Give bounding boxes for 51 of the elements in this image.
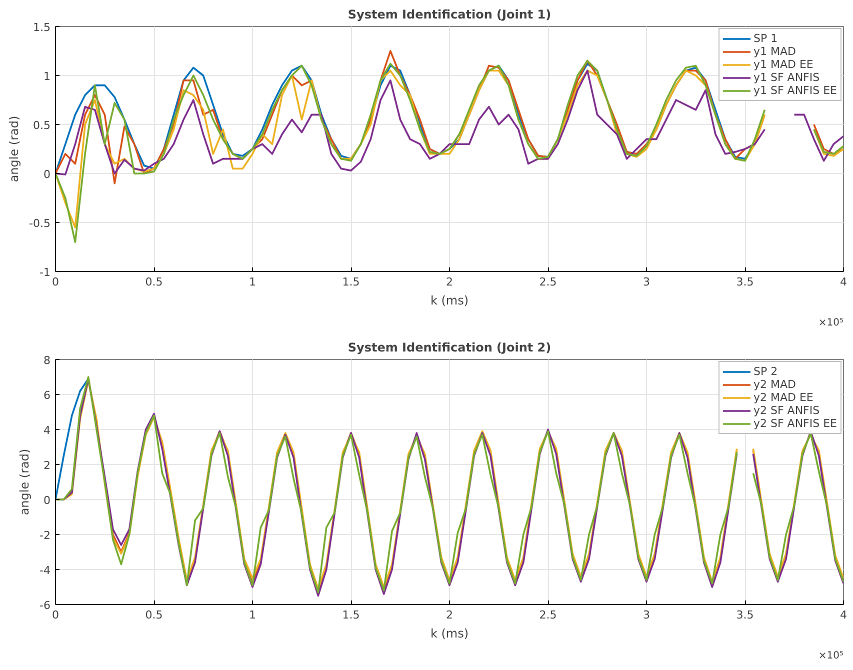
x-tick-label: 1.5 — [342, 276, 360, 288]
legend-label: SP 2 — [753, 365, 778, 378]
y-tick-label: 6 — [44, 389, 50, 402]
x-tick-label: 0 — [52, 276, 59, 288]
chart-title: System Identification (Joint 1) — [348, 8, 552, 22]
x-tick-label: 4 — [840, 276, 847, 288]
legend-label: y1 MAD EE — [753, 58, 814, 71]
x-axis-title: k (ms) — [430, 626, 469, 640]
legend-label: y2 SF ANFIS — [753, 404, 820, 417]
text: ×10⁵ — [818, 650, 844, 662]
x-tick-label: 1 — [249, 276, 256, 288]
legend-label: y1 MAD — [753, 45, 796, 58]
x-tick-label: 0.5 — [145, 608, 163, 622]
y-tick-label: -2 — [40, 529, 50, 542]
x-tick-label: 2.5 — [539, 276, 557, 288]
y-axis-title: angle (rad) — [18, 448, 32, 516]
legend-label: SP 1 — [753, 32, 778, 45]
y-tick-label: -6 — [40, 599, 50, 612]
y-tick-label: -4 — [40, 564, 50, 577]
text: ×10⁵ — [818, 318, 844, 328]
legend-label: y1 SF ANFIS — [753, 71, 820, 84]
x-tick-label: 0.5 — [145, 276, 163, 288]
y-tick-label: 0 — [44, 494, 50, 507]
y-tick-label: 1.5 — [33, 21, 51, 34]
y-tick-label: 1 — [44, 70, 50, 83]
x-tick-label: 1 — [249, 608, 256, 622]
x-tick-label: 2.5 — [539, 608, 557, 622]
legend-label: y1 SF ANFIS EE — [753, 84, 837, 97]
y-tick-label: -0.5 — [29, 217, 51, 230]
x-axis-title: k (ms) — [430, 294, 469, 308]
y-tick-label: 4 — [44, 424, 50, 437]
line-series — [56, 378, 90, 500]
x-tick-label: 3.5 — [736, 276, 754, 288]
x-tick-label: 2 — [446, 276, 453, 288]
legend-label: y2 MAD EE — [753, 391, 814, 404]
y-tick-label: 8 — [44, 354, 50, 367]
x-tick-label: 3 — [643, 608, 650, 622]
x-tick-label: 2 — [446, 608, 453, 622]
y-axis-title: angle (rad) — [7, 116, 22, 182]
x-tick-label: 0 — [52, 608, 59, 622]
legend-label: y2 SF ANFIS EE — [753, 417, 837, 430]
y-tick-label: 2 — [44, 459, 50, 472]
x-tick-label: 3 — [643, 276, 650, 288]
x-tick-label: 3.5 — [736, 608, 754, 622]
legend-label: y2 MAD — [753, 378, 796, 391]
y-tick-label: -1 — [40, 266, 50, 279]
y-tick-label: 0.5 — [33, 119, 51, 132]
chart-title: System Identification (Joint 2) — [348, 340, 552, 354]
y-tick-label: 0 — [44, 168, 50, 181]
x-tick-label: 4 — [840, 608, 847, 622]
x-tick-label: 1.5 — [342, 608, 360, 622]
